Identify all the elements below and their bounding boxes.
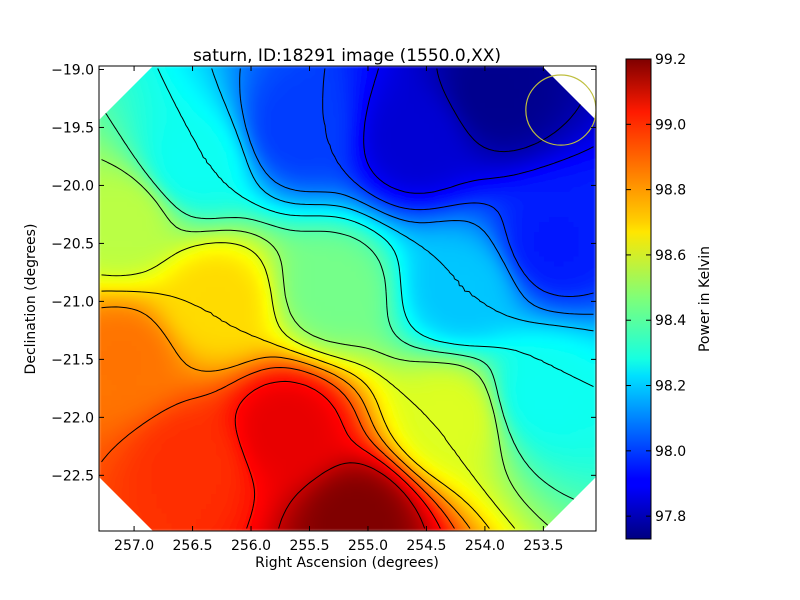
y-tick-label: −21.5 bbox=[51, 352, 94, 368]
colorbar-tick-label: 98.8 bbox=[655, 183, 686, 199]
contour-line-8 bbox=[101, 242, 516, 529]
contour-line-11 bbox=[101, 367, 455, 529]
x-tick-label: 256.5 bbox=[173, 538, 213, 554]
x-tick-label: 257.0 bbox=[114, 538, 154, 554]
colorbar-tick-label: 98.2 bbox=[655, 379, 686, 395]
x-tick-label: 254.5 bbox=[406, 538, 446, 554]
y-tick-label: −19.5 bbox=[51, 120, 94, 136]
heatmap-image bbox=[99, 66, 596, 531]
colorbar: 97.8 98.0 98.2 98.4 98.6 98.8 99.0 99.2 Power i… bbox=[625, 52, 713, 540]
contour-line-1 bbox=[363, 68, 594, 194]
y-tick-label: −22.0 bbox=[51, 410, 94, 426]
colorbar-tick-label: 97.8 bbox=[655, 509, 686, 525]
y-tick-label: −21.0 bbox=[51, 294, 94, 310]
chart-title: saturn, ID:18291 image (1550.0,XX) bbox=[193, 46, 501, 66]
contour-line-12 bbox=[234, 380, 441, 529]
colorbar-tick-label: 99.2 bbox=[655, 52, 686, 68]
contour-line-4 bbox=[211, 68, 594, 332]
contour-line-2 bbox=[322, 68, 594, 297]
contour-line-10 bbox=[101, 306, 471, 529]
contour-line-5 bbox=[157, 68, 594, 388]
colorbar-tick-label: 98.6 bbox=[655, 248, 686, 264]
y-tick-label: −20.5 bbox=[51, 236, 94, 252]
y-tick-label: −19.0 bbox=[51, 62, 94, 78]
y-tick-label: −20.0 bbox=[51, 178, 94, 194]
y-axis-label: Declination (degrees) bbox=[23, 224, 39, 375]
x-tick-label: 255.5 bbox=[289, 538, 329, 554]
y-tick-label: −22.5 bbox=[51, 468, 94, 484]
colorbar-tick-label: 98.0 bbox=[655, 444, 686, 460]
colorbar-tick-label: 99.0 bbox=[655, 117, 686, 133]
heatmap bbox=[99, 66, 596, 531]
x-tick-label: 254.0 bbox=[465, 538, 505, 554]
x-tick-label: 255.0 bbox=[348, 538, 388, 554]
plot-frame bbox=[98, 65, 597, 532]
colorbar-label: Power in Kelvin bbox=[697, 246, 713, 352]
contour-line-7 bbox=[101, 159, 552, 529]
colorbar-ticks: 97.8 98.0 98.2 98.4 98.6 98.8 99.0 99.2 bbox=[626, 52, 686, 525]
colorbar-gradient bbox=[625, 58, 652, 540]
source-marker-circle bbox=[525, 74, 596, 146]
x-tick-label: 253.5 bbox=[523, 538, 563, 554]
x-axis: 257.0 256.5 256.0 255.5 255.0 254.5 254.0 253.5 bbox=[114, 66, 563, 554]
contour-line-3 bbox=[239, 68, 594, 315]
x-axis-label: Right Ascension (degrees) bbox=[255, 555, 439, 571]
colorbar-tick-label: 98.4 bbox=[655, 313, 686, 329]
contour-lines bbox=[101, 68, 594, 529]
contour-line-13 bbox=[278, 462, 426, 529]
contour-line-9 bbox=[101, 290, 490, 529]
x-tick-label: 256.0 bbox=[231, 538, 271, 554]
y-axis: −19.0 −19.5 −20.0 −20.5 −21.0 −21.5 −22.0 −22.5 bbox=[51, 62, 596, 484]
